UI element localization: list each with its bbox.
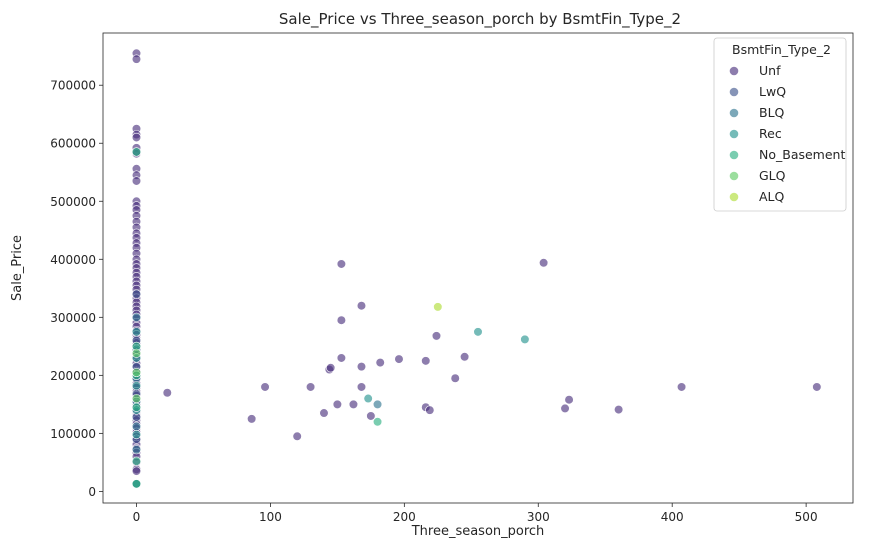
data-point-alq <box>433 302 443 312</box>
data-point-rec <box>473 327 483 337</box>
y-tick-label: 500000 <box>50 195 96 209</box>
y-tick-label: 300000 <box>50 311 96 325</box>
legend-title: BsmtFin_Type_2 <box>732 42 831 57</box>
x-tick-label: 300 <box>527 510 550 524</box>
data-point-unf <box>356 301 367 311</box>
legend-marker <box>729 66 739 76</box>
data-point-unf <box>292 431 302 441</box>
data-point-rec <box>131 381 142 391</box>
data-point-glq <box>131 348 142 358</box>
y-tick-label: 600000 <box>50 137 96 151</box>
y-axis: 0 100000 200000 300000 400000 500000 600000 700… <box>50 79 103 499</box>
y-tick-label: 700000 <box>50 79 96 93</box>
data-point-unf <box>131 54 142 64</box>
y-tick-label: 100000 <box>50 427 96 441</box>
data-point-blq <box>131 312 142 322</box>
data-point-unf <box>326 363 336 373</box>
data-point-unf <box>131 466 142 476</box>
data-point-unf <box>366 411 376 421</box>
data-point-unf <box>421 356 431 366</box>
data-point-unf <box>460 352 470 362</box>
data-point-unf <box>539 258 549 268</box>
legend-marker <box>729 171 739 181</box>
legend-label: LwQ <box>759 84 786 99</box>
legend-marker <box>729 150 739 160</box>
data-point-unf <box>564 395 574 405</box>
y-tick-label: 400000 <box>50 253 96 267</box>
data-point-unf <box>560 403 570 414</box>
legend-label: ALQ <box>759 189 785 204</box>
legend-marker <box>729 129 739 139</box>
data-point-no-basement <box>131 147 142 157</box>
data-point-rec <box>131 429 142 440</box>
x-tick-label: 100 <box>259 510 282 524</box>
legend-label: GLQ <box>759 168 786 183</box>
data-point-unf <box>425 405 435 415</box>
data-point-unf <box>394 354 404 364</box>
data-point-unf <box>336 315 346 325</box>
data-point-unf <box>812 382 822 392</box>
plot-area <box>102 32 854 504</box>
legend-label: No_Basement <box>759 147 845 162</box>
data-point-unf <box>162 388 172 398</box>
x-tick-label: 0 <box>133 510 141 524</box>
data-point-unf <box>131 132 142 143</box>
data-point-unf <box>614 404 624 415</box>
data-point-unf <box>319 408 329 418</box>
legend-marker <box>729 192 739 202</box>
legend: BsmtFin_Type_2 Unf LwQ BLQ Rec No_Basement GLQ… <box>713 37 847 212</box>
data-points <box>131 48 822 489</box>
legend-marker <box>729 108 739 118</box>
data-point-unf <box>131 176 142 186</box>
y-tick-label: 0 <box>88 485 96 499</box>
data-point-blq <box>372 399 383 409</box>
data-point-unf <box>332 399 342 409</box>
data-point-blq <box>131 445 142 455</box>
x-axis: 0 100 200 300 400 500 <box>133 503 818 524</box>
data-point-unf <box>336 259 346 269</box>
data-point-glq <box>131 393 142 404</box>
data-point-blq <box>131 421 142 432</box>
x-tick-label: 500 <box>795 510 818 524</box>
data-point-glq <box>131 367 142 378</box>
x-tick-label: 200 <box>393 510 416 524</box>
y-tick-label: 200000 <box>50 369 96 383</box>
x-axis-label: Three_season_porch <box>411 524 545 539</box>
data-point-unf <box>375 357 385 368</box>
data-point-unf <box>247 414 257 424</box>
data-point-no-basement <box>131 402 142 412</box>
data-point-unf <box>336 353 346 363</box>
data-point-unf <box>431 331 442 341</box>
legend-label: Rec <box>759 126 782 141</box>
data-point-rec <box>520 334 530 344</box>
chart-title: Sale_Price vs Three_season_porch by Bsmt… <box>279 10 681 29</box>
data-point-rec <box>131 327 142 337</box>
data-point-no-basement <box>372 417 383 427</box>
data-point-unf <box>450 373 460 383</box>
data-point-unf <box>260 382 270 392</box>
legend-marker <box>729 87 739 97</box>
data-point-rec <box>363 393 373 404</box>
data-point-unf <box>356 382 367 392</box>
legend-label: BLQ <box>759 105 785 120</box>
y-axis-label: Sale_Price <box>10 235 25 301</box>
legend-label: Unf <box>759 63 781 78</box>
data-point-lwq <box>131 289 142 299</box>
data-point-unf <box>676 382 687 392</box>
legend-box <box>713 37 847 212</box>
data-point-unf <box>356 362 367 372</box>
x-tick-label: 400 <box>661 510 684 524</box>
data-point-no-basement <box>131 456 142 466</box>
data-point-unf <box>348 399 359 409</box>
data-point-unf <box>305 382 316 392</box>
data-point-no-basement <box>131 479 142 489</box>
